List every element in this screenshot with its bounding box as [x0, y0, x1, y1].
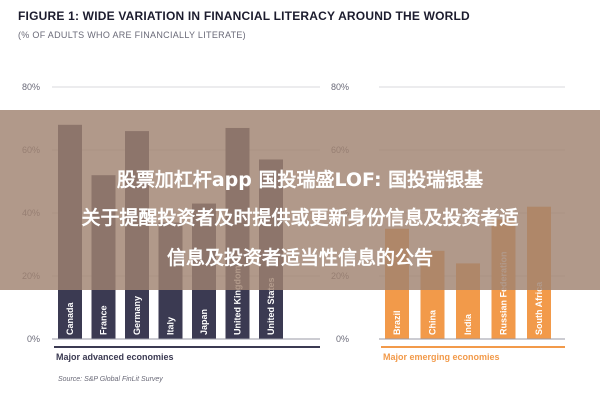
overlay-headline-line-2: 关于提醒投资者及时提供或更新身份信息及投资者适 [81, 207, 519, 229]
y-tick-label-advanced: 80% [22, 82, 40, 92]
category-label-south-africa: South Africa [534, 281, 544, 335]
category-label-india: India [463, 313, 473, 335]
category-label-france: France [99, 305, 109, 335]
category-label-italy: Italy [166, 317, 176, 335]
y-tick-label-emerging: 0% [336, 334, 349, 344]
chart-source: Source: S&P Global FinLit Survey [58, 376, 163, 383]
category-label-brazil: Brazil [392, 310, 402, 335]
category-label-china: China [428, 309, 438, 335]
promo-banner-overlay [0, 110, 600, 290]
category-label-germany: Germany [132, 296, 142, 335]
category-label-united-kingdom: United Kingdom [233, 266, 243, 336]
overlay-headline-line-1: 股票加杠杆app 国投瑞盛LOF: 国投瑞银基 [116, 169, 484, 191]
category-label-canada: Canada [65, 301, 75, 335]
category-label-united-states: United States [266, 277, 276, 335]
category-label-japan: Japan [199, 309, 209, 335]
figure-subtitle: (% OF ADULTS WHO ARE FINANCIALLY LITERAT… [18, 30, 246, 40]
overlay-headline-line-3: 信息及投资者适当性信息的公告 [166, 247, 433, 269]
group-label-emerging: Major emerging economies [383, 352, 500, 362]
category-label-russian-federation: Russian Federation [499, 251, 509, 335]
y-tick-label-advanced: 0% [27, 334, 40, 344]
group-label-advanced: Major advanced economies [56, 352, 174, 362]
figure-title: FIGURE 1: WIDE VARIATION IN FINANCIAL LI… [18, 9, 470, 23]
y-tick-label-emerging: 80% [331, 82, 349, 92]
